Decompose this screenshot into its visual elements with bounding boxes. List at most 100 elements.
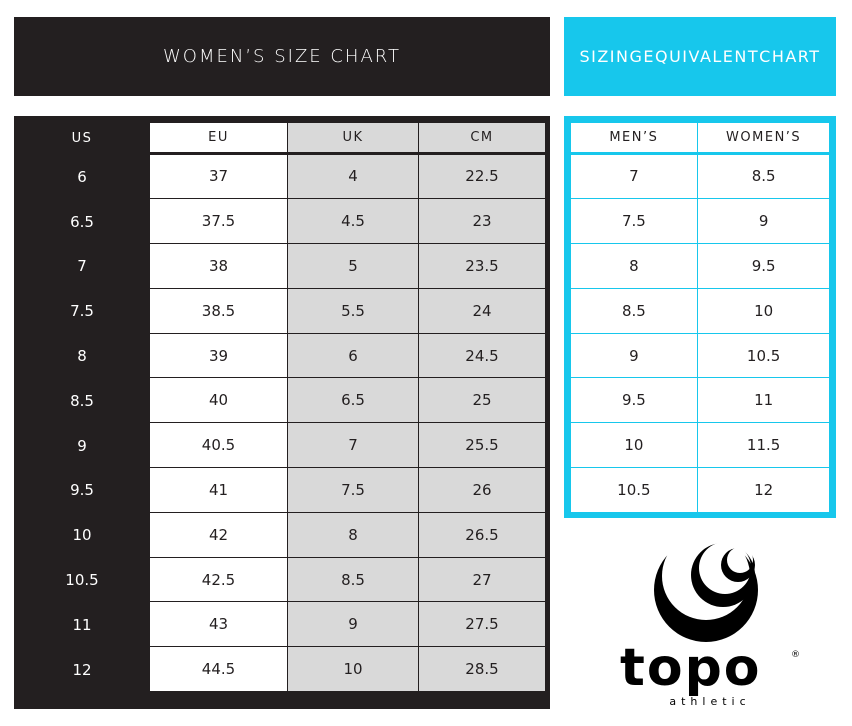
- cell-cm: 28.5: [419, 647, 545, 693]
- equivalent-header-mens: MEN’S: [571, 123, 697, 153]
- equivalent-cell-mens: 8: [571, 244, 697, 289]
- equivalent-chart-table: MEN’S WOMEN’S 7 8.5 7.5 9 8 9.5 8.5 10 9 10.5 9.5 11 1…: [571, 123, 829, 513]
- cell-us: 11: [72, 615, 92, 634]
- cell-cm: 24.5: [419, 333, 545, 379]
- topo-moon-logo-icon: [654, 538, 758, 642]
- equivalent-cell-mens: 9.5: [571, 378, 697, 424]
- cell-eu: 37: [150, 154, 287, 200]
- size-chart-row: 6 37 4 22.5: [14, 154, 550, 200]
- equivalent-cell-mens: 9: [571, 333, 697, 379]
- equivalent-title-line-1: SIZING: [579, 46, 644, 66]
- cell-us: 9: [77, 436, 87, 455]
- size-chart-header-row: US EU UK CM: [14, 123, 550, 153]
- cell-eu: 37.5: [150, 199, 287, 245]
- equivalent-row: 8 9.5: [571, 244, 829, 289]
- cell-cm: 23.5: [419, 244, 545, 289]
- cell-us: 10: [72, 526, 92, 545]
- cell-eu: 41: [150, 468, 287, 513]
- size-chart-row: 8 39 6 24.5: [14, 333, 550, 379]
- cell-us: 7.5: [70, 302, 94, 321]
- cell-uk: 10: [288, 647, 418, 693]
- size-chart-row: 10 42 8 26.5: [14, 512, 550, 558]
- equivalent-cell-womens: 12: [698, 468, 829, 513]
- cell-eu: 42.5: [150, 557, 287, 603]
- equivalent-cell-mens: 10: [571, 423, 697, 469]
- size-chart-panel: US EU UK CM 6 37 4 22.5 6.5 37.5 4.5 23 7 38 5 23.5 7.5 3…: [14, 116, 550, 709]
- cell-cm: 25.5: [419, 423, 545, 469]
- size-chart-row: 10.5 42.5 8.5 27: [14, 557, 550, 603]
- cell-uk: 7.5: [288, 468, 418, 513]
- cell-eu: 38.5: [150, 288, 287, 334]
- cell-uk: 7: [288, 423, 418, 469]
- cell-eu: 42: [150, 512, 287, 558]
- cell-uk: 6: [288, 333, 418, 379]
- cell-uk: 4: [288, 154, 418, 200]
- equivalent-cell-womens: 11.5: [698, 423, 829, 469]
- cell-us: 7: [77, 257, 87, 276]
- cell-cm: 27: [419, 557, 545, 603]
- size-chart-row: 12 44.5 10 28.5: [14, 647, 550, 693]
- cell-us: 6: [77, 167, 87, 186]
- cell-uk: 4.5: [288, 199, 418, 245]
- equivalent-cell-womens: 10: [698, 288, 829, 334]
- equivalent-cell-womens: 11: [698, 378, 829, 424]
- equivalent-cell-womens: 10.5: [698, 333, 829, 379]
- cell-eu: 40: [150, 378, 287, 424]
- cell-us: 8: [77, 347, 87, 366]
- cell-cm: 26.5: [419, 512, 545, 558]
- cell-us: 10.5: [65, 571, 99, 590]
- size-chart-row: 11 43 9 27.5: [14, 602, 550, 648]
- size-chart-row: 7.5 38.5 5.5 24: [14, 288, 550, 334]
- size-chart-row: 8.5 40 6.5 25: [14, 378, 550, 424]
- registered-mark: ®: [791, 650, 800, 660]
- cell-uk: 5.5: [288, 288, 418, 334]
- equivalent-header-womens: WOMEN’S: [698, 123, 829, 153]
- size-chart-row: 9 40.5 7 25.5: [14, 423, 550, 469]
- cell-us: 6.5: [70, 212, 94, 231]
- cell-us: 9.5: [70, 481, 94, 500]
- cell-eu: 38: [150, 244, 287, 289]
- cell-cm: 26: [419, 468, 545, 513]
- cell-uk: 6.5: [288, 378, 418, 424]
- equivalent-cell-mens: 8.5: [571, 288, 697, 334]
- equivalent-row: 7 8.5: [571, 154, 829, 200]
- equivalent-title-line-2: EQUIVALENT: [643, 46, 760, 66]
- equivalent-cell-mens: 10.5: [571, 468, 697, 513]
- cell-cm: 27.5: [419, 602, 545, 648]
- cell-eu: 39: [150, 333, 287, 379]
- cell-uk: 8: [288, 512, 418, 558]
- equivalent-row: 7.5 9: [571, 199, 829, 245]
- equivalent-row: 9.5 11: [571, 378, 829, 424]
- equivalent-chart-panel: MEN’S WOMEN’S 7 8.5 7.5 9 8 9.5 8.5 10 9 10.5 9.5 11 1…: [564, 116, 836, 518]
- cell-eu: 43: [150, 602, 287, 648]
- size-chart-row: 6.5 37.5 4.5 23: [14, 199, 550, 245]
- cell-eu: 44.5: [150, 647, 287, 693]
- equivalent-title-line-3: CHART: [759, 46, 821, 66]
- size-chart-title: WOMEN’S SIZE CHART: [14, 17, 550, 96]
- equivalent-cell-womens: 9: [698, 199, 829, 245]
- size-chart-row: 9.5 41 7.5 26: [14, 468, 550, 513]
- cell-uk: 8.5: [288, 557, 418, 603]
- logo-wordmark: topo: [620, 638, 762, 698]
- cell-cm: 25: [419, 378, 545, 424]
- header-uk: UK: [288, 123, 418, 153]
- equivalent-row: 8.5 10: [571, 288, 829, 334]
- header-us: US: [71, 130, 93, 146]
- logo-tagline: athletic: [669, 695, 751, 708]
- equivalent-header-row: MEN’S WOMEN’S: [571, 123, 829, 153]
- equivalent-cell-mens: 7.5: [571, 199, 697, 245]
- size-chart-table: US EU UK CM 6 37 4 22.5 6.5 37.5 4.5 23 7 38 5 23.5 7.5 3…: [14, 123, 550, 693]
- equivalent-cell-womens: 8.5: [698, 154, 829, 200]
- equivalent-row: 10.5 12: [571, 468, 829, 513]
- cell-cm: 23: [419, 199, 545, 245]
- equivalent-cell-womens: 9.5: [698, 244, 829, 289]
- cell-eu: 40.5: [150, 423, 287, 469]
- equivalent-row: 9 10.5: [571, 333, 829, 379]
- equivalent-chart-title: SIZING EQUIVALENT CHART: [564, 17, 836, 96]
- size-chart-row: 7 38 5 23.5: [14, 244, 550, 289]
- header-eu: EU: [150, 123, 287, 153]
- header-cm: CM: [419, 123, 545, 153]
- equivalent-cell-mens: 7: [571, 154, 697, 200]
- cell-us: 8.5: [70, 391, 94, 410]
- cell-uk: 5: [288, 244, 418, 289]
